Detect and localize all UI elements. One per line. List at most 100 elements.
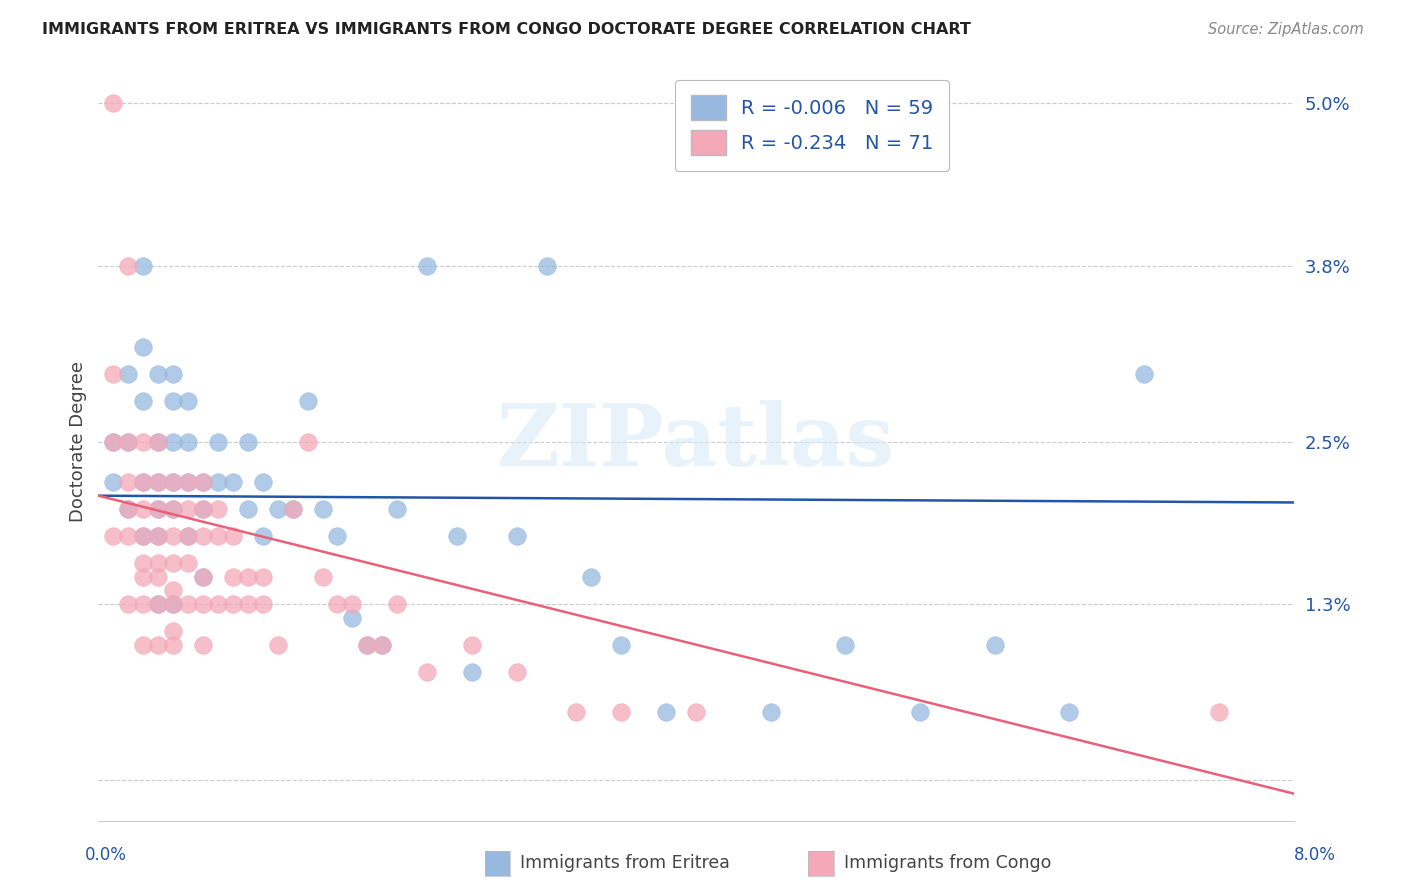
Point xyxy=(191,475,214,490)
Point xyxy=(565,706,588,720)
Point xyxy=(132,340,155,354)
Point xyxy=(148,529,170,543)
Point xyxy=(252,597,274,611)
Point xyxy=(162,502,184,516)
Point xyxy=(416,259,439,273)
Point xyxy=(326,597,349,611)
Point xyxy=(236,434,259,449)
Point xyxy=(148,597,170,611)
Y-axis label: Doctorate Degree: Doctorate Degree xyxy=(69,361,87,522)
Point xyxy=(191,570,214,584)
Point xyxy=(581,570,603,584)
Point xyxy=(297,434,319,449)
Point xyxy=(252,475,274,490)
Point xyxy=(117,259,139,273)
Point xyxy=(148,557,170,571)
Point xyxy=(117,597,139,611)
Legend: R = -0.006   N = 59, R = -0.234   N = 71: R = -0.006 N = 59, R = -0.234 N = 71 xyxy=(675,79,949,170)
Point xyxy=(207,529,229,543)
Point xyxy=(103,434,125,449)
Point xyxy=(506,665,529,679)
Text: Immigrants from Eritrea: Immigrants from Eritrea xyxy=(520,855,730,872)
Point xyxy=(117,434,139,449)
Point xyxy=(177,557,200,571)
Point xyxy=(984,638,1007,652)
Point xyxy=(132,570,155,584)
Point xyxy=(148,597,170,611)
Point xyxy=(177,393,200,408)
Text: Immigrants from Congo: Immigrants from Congo xyxy=(844,855,1050,872)
Point xyxy=(162,475,184,490)
Point xyxy=(162,597,184,611)
Point xyxy=(117,367,139,381)
Text: 0.0%: 0.0% xyxy=(84,846,127,863)
Point xyxy=(908,706,931,720)
Point xyxy=(834,638,856,652)
Point xyxy=(148,529,170,543)
Point xyxy=(148,475,170,490)
Point xyxy=(132,393,155,408)
Point xyxy=(236,502,259,516)
Point xyxy=(281,502,304,516)
Point xyxy=(371,638,394,652)
Point xyxy=(162,475,184,490)
Point xyxy=(132,259,155,273)
Point xyxy=(162,583,184,598)
Point xyxy=(1208,706,1230,720)
Point xyxy=(236,570,259,584)
Point xyxy=(148,638,170,652)
Point xyxy=(177,529,200,543)
Point xyxy=(297,393,319,408)
Point xyxy=(177,529,200,543)
Point xyxy=(132,502,155,516)
Point xyxy=(191,502,214,516)
Point xyxy=(162,367,184,381)
Point xyxy=(162,393,184,408)
Point xyxy=(236,597,259,611)
Point xyxy=(222,597,245,611)
Point xyxy=(252,570,274,584)
Point xyxy=(610,638,633,652)
Point xyxy=(252,529,274,543)
Point xyxy=(326,529,349,543)
Point xyxy=(207,475,229,490)
Point xyxy=(132,434,155,449)
Point xyxy=(132,475,155,490)
Point xyxy=(177,475,200,490)
Point xyxy=(148,502,170,516)
Point xyxy=(117,502,139,516)
Point xyxy=(103,367,125,381)
Point xyxy=(117,529,139,543)
Text: ZIPatlas: ZIPatlas xyxy=(496,400,896,483)
Point xyxy=(342,610,364,624)
Point xyxy=(610,706,633,720)
Point xyxy=(759,706,782,720)
Point xyxy=(191,529,214,543)
Point xyxy=(103,96,125,111)
Point xyxy=(371,638,394,652)
Point xyxy=(207,597,229,611)
Point xyxy=(191,638,214,652)
Point xyxy=(162,434,184,449)
Point xyxy=(222,475,245,490)
Point xyxy=(536,259,558,273)
Point xyxy=(311,502,333,516)
Point xyxy=(267,502,290,516)
Point xyxy=(461,638,484,652)
Point xyxy=(506,529,529,543)
Point xyxy=(416,665,439,679)
Point xyxy=(162,502,184,516)
Point xyxy=(117,434,139,449)
Point xyxy=(385,597,409,611)
Point xyxy=(356,638,378,652)
Point xyxy=(177,502,200,516)
Point xyxy=(148,367,170,381)
Text: Source: ZipAtlas.com: Source: ZipAtlas.com xyxy=(1208,22,1364,37)
Point xyxy=(148,475,170,490)
Point xyxy=(148,434,170,449)
Point xyxy=(162,557,184,571)
Point xyxy=(191,502,214,516)
Point xyxy=(103,434,125,449)
Text: IMMIGRANTS FROM ERITREA VS IMMIGRANTS FROM CONGO DOCTORATE DEGREE CORRELATION CH: IMMIGRANTS FROM ERITREA VS IMMIGRANTS FR… xyxy=(42,22,972,37)
Point xyxy=(148,570,170,584)
